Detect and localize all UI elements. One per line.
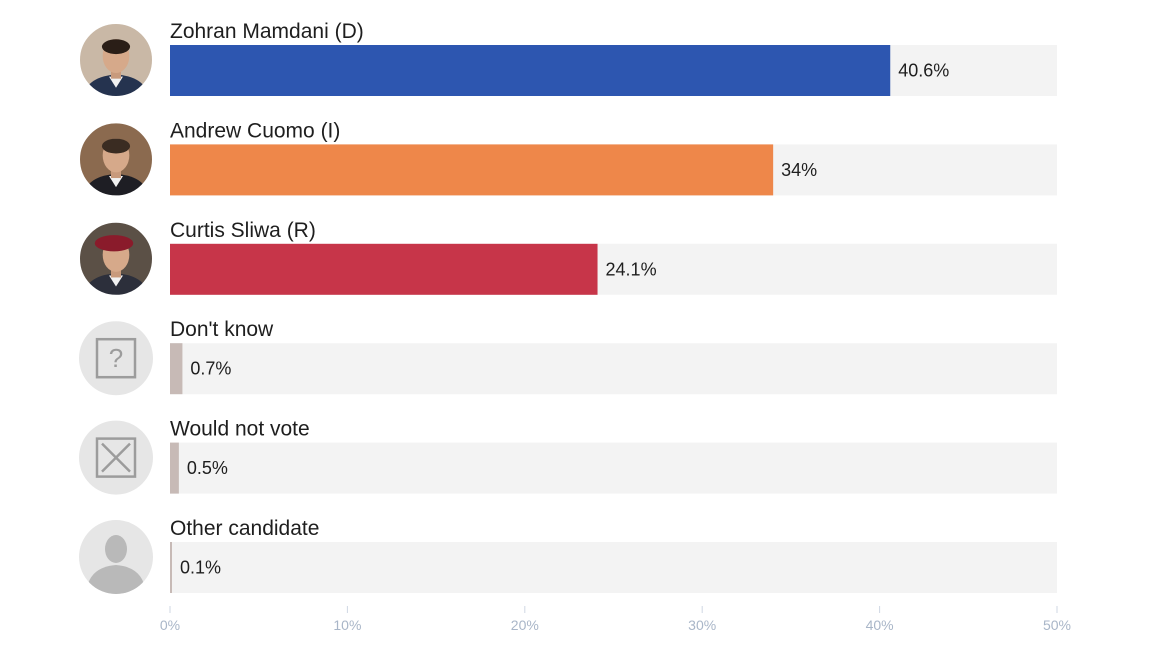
value-label: 40.6% xyxy=(898,61,949,81)
bar-row: Other candidate 0.1% xyxy=(79,517,1057,594)
category-label: Would not vote xyxy=(170,418,310,441)
x-tick-label: 50% xyxy=(1043,617,1071,633)
category-label: Other candidate xyxy=(170,517,319,540)
x-tick-label: 30% xyxy=(688,617,716,633)
value-label: 0.1% xyxy=(180,558,221,578)
candidate-photo xyxy=(78,121,154,198)
value-label: 24.1% xyxy=(606,259,657,279)
x-tick-label: 20% xyxy=(511,617,539,633)
bar-row: Zohran Mamdani (D) 40.6% xyxy=(78,20,1057,98)
value-label: 0.7% xyxy=(190,359,231,379)
question-mark-icon: ? xyxy=(79,321,153,396)
bar xyxy=(170,144,774,196)
bar-track xyxy=(170,442,1057,494)
x-tick-label: 40% xyxy=(866,617,894,633)
value-label: 34% xyxy=(781,160,817,180)
value-label: 0.5% xyxy=(187,458,228,478)
bar-track xyxy=(170,343,1057,395)
bar xyxy=(170,243,598,295)
category-label: Don't know xyxy=(170,318,274,341)
candidate-photo xyxy=(78,22,154,98)
x-axis: 0% 10% 20% 30% 40% 50% xyxy=(160,606,1071,633)
bar-row: ? Don't know 0.7% xyxy=(79,318,1057,396)
x-box-icon xyxy=(79,420,153,495)
x-tick-label: 0% xyxy=(160,617,180,633)
svg-text:?: ? xyxy=(109,343,123,373)
x-tick-label: 10% xyxy=(333,617,361,633)
candidate-photo xyxy=(78,220,154,297)
bar xyxy=(170,343,183,395)
category-label: Andrew Cuomo (I) xyxy=(170,119,340,142)
person-silhouette-icon xyxy=(79,520,153,594)
bar-row: Andrew Cuomo (I) 34% xyxy=(78,119,1057,198)
bar-track xyxy=(170,542,1057,593)
bar-row: Would not vote 0.5% xyxy=(79,418,1057,495)
bar-row: Curtis Sliwa (R) 24.1% xyxy=(78,219,1057,297)
category-label: Curtis Sliwa (R) xyxy=(170,219,316,242)
bar xyxy=(170,45,891,96)
category-label: Zohran Mamdani (D) xyxy=(170,20,364,43)
bar xyxy=(170,542,172,593)
bar xyxy=(170,442,179,494)
